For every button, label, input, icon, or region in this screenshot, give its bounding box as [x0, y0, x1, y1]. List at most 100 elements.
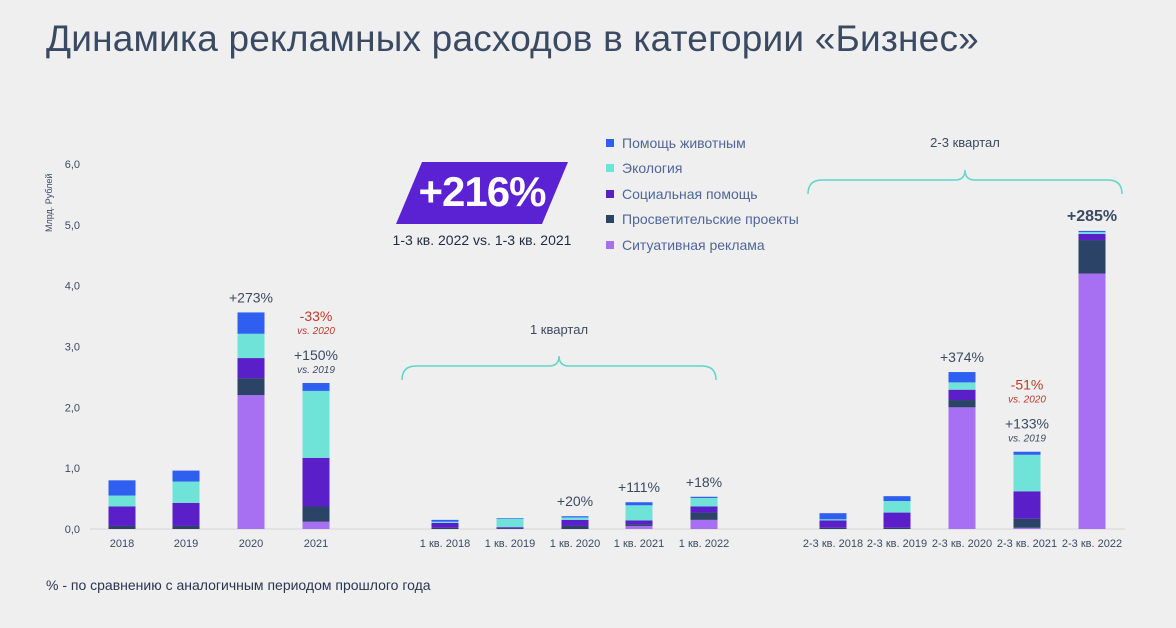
- x-tick-label: 2018: [110, 538, 134, 550]
- bar-segment: [172, 502, 200, 526]
- bar-segment: [496, 518, 524, 528]
- growth-badge: +216%: [396, 162, 568, 224]
- y-tick-label: 5,0: [65, 220, 80, 232]
- legend-label: Помощь животным: [622, 134, 746, 151]
- legend-label: Просветительские проекты: [622, 211, 799, 228]
- footnote: % - по сравнению с аналогичным периодом …: [46, 577, 431, 593]
- group-bracket: [807, 169, 1123, 195]
- bar-segment: [819, 527, 847, 529]
- x-tick-label: 2019: [174, 538, 198, 550]
- bar-segment: [690, 496, 718, 498]
- x-tick-label: 1 кв. 2021: [614, 538, 664, 550]
- y-axis-label: Млрд. Рублей: [44, 174, 54, 232]
- bar-segment: [625, 520, 653, 525]
- legend-swatch: [606, 164, 614, 173]
- bar-segment: [237, 395, 265, 529]
- bar-segment: [948, 407, 976, 529]
- bar-segment: [883, 527, 911, 529]
- x-tick-label: 2020: [239, 538, 263, 550]
- bar-segment: [431, 522, 459, 528]
- bar-segment: [108, 506, 136, 526]
- group-bracket-label: 2-3 квартал: [930, 135, 1000, 150]
- data-label: +133%: [1005, 416, 1049, 432]
- y-tick-label: 6,0: [65, 159, 80, 171]
- bar-segment: [172, 481, 200, 503]
- bar-segment: [1013, 527, 1041, 529]
- data-label-sub: vs. 2019: [297, 365, 335, 376]
- bar-segment: [496, 518, 524, 519]
- data-label: -33%: [300, 308, 333, 324]
- bar-segment: [1078, 240, 1106, 274]
- bar-segment: [948, 372, 976, 383]
- bar-segment: [690, 519, 718, 529]
- legend-item: Ситуативная реклама: [606, 232, 799, 258]
- bar-segment: [302, 521, 330, 529]
- bar-segment: [302, 506, 330, 522]
- bar-segment: [948, 389, 976, 401]
- y-tick-label: 3,0: [65, 342, 80, 354]
- bar-segment: [561, 519, 589, 526]
- bar-segment: [819, 520, 847, 528]
- bar-segment: [302, 457, 330, 507]
- bar-segment: [883, 512, 911, 528]
- legend-swatch: [606, 138, 614, 147]
- bar-segment: [948, 382, 976, 390]
- bar-segment: [1078, 230, 1106, 233]
- legend-label: Ситуативная реклама: [622, 236, 765, 253]
- y-tick-label: 0,0: [65, 524, 80, 536]
- data-label-sub: vs. 2020: [1008, 395, 1046, 406]
- bar-segment: [625, 525, 653, 529]
- x-tick-label: 1 кв. 2022: [679, 538, 729, 550]
- data-label: +273%: [229, 289, 273, 305]
- legend-item: Просветительские проекты: [606, 207, 799, 233]
- bar-segment: [690, 512, 718, 520]
- bar-segment: [108, 495, 136, 507]
- bar-segment: [302, 390, 330, 458]
- bar-segment: [496, 527, 524, 529]
- chart-legend: Помощь животным Экология Социальная помощь…: [606, 130, 799, 258]
- legend-swatch: [606, 240, 614, 249]
- growth-badge-value: +216%: [418, 168, 547, 215]
- x-tick-label: 1 кв. 2019: [485, 538, 535, 550]
- data-label: +150%: [294, 347, 338, 363]
- x-tick-label: 2-3 кв. 2021: [997, 538, 1057, 550]
- x-tick-label: 1 кв. 2018: [420, 538, 470, 550]
- bar-segment: [496, 528, 524, 529]
- bar-segment: [108, 480, 136, 496]
- bar-segment: [690, 497, 718, 507]
- bar-segment: [237, 333, 265, 359]
- bar-segment: [302, 383, 330, 391]
- group-bracket-label: 1 квартал: [530, 322, 588, 337]
- bar-segment: [108, 525, 136, 529]
- bar-segment: [1013, 491, 1041, 519]
- bar-segment: [819, 519, 847, 521]
- data-label: +20%: [557, 493, 593, 509]
- x-tick-label: 1 кв. 2020: [550, 538, 600, 550]
- bar-segment: [1078, 273, 1106, 529]
- x-tick-label: 2021: [304, 538, 328, 550]
- legend-item: Экология: [606, 156, 799, 182]
- bar-segment: [1078, 232, 1106, 234]
- legend-label: Социальная помощь: [622, 185, 758, 202]
- bar-segment: [431, 519, 459, 522]
- legend-item: Социальная помощь: [606, 181, 799, 207]
- bar-segment: [883, 501, 911, 513]
- legend-swatch: [606, 189, 614, 198]
- bar-segment: [172, 470, 200, 482]
- legend-item: Помощь животным: [606, 130, 799, 156]
- data-label: +285%: [1067, 208, 1117, 225]
- bar-segment: [431, 527, 459, 529]
- bar-segment: [561, 525, 589, 529]
- legend-label: Экология: [622, 160, 683, 177]
- bar-segment: [561, 517, 589, 520]
- bar-segment: [625, 524, 653, 526]
- x-tick-label: 2-3 кв. 2020: [932, 538, 992, 550]
- data-label: +18%: [686, 474, 722, 490]
- growth-badge-caption: 1-3 кв. 2022 vs. 1-3 кв. 2021: [392, 232, 572, 248]
- bar-segment: [1013, 454, 1041, 492]
- data-label: +374%: [940, 349, 984, 365]
- legend-swatch: [606, 215, 614, 224]
- bar-segment: [690, 506, 718, 513]
- x-tick-label: 2-3 кв. 2018: [803, 538, 863, 550]
- bar-segment: [237, 358, 265, 379]
